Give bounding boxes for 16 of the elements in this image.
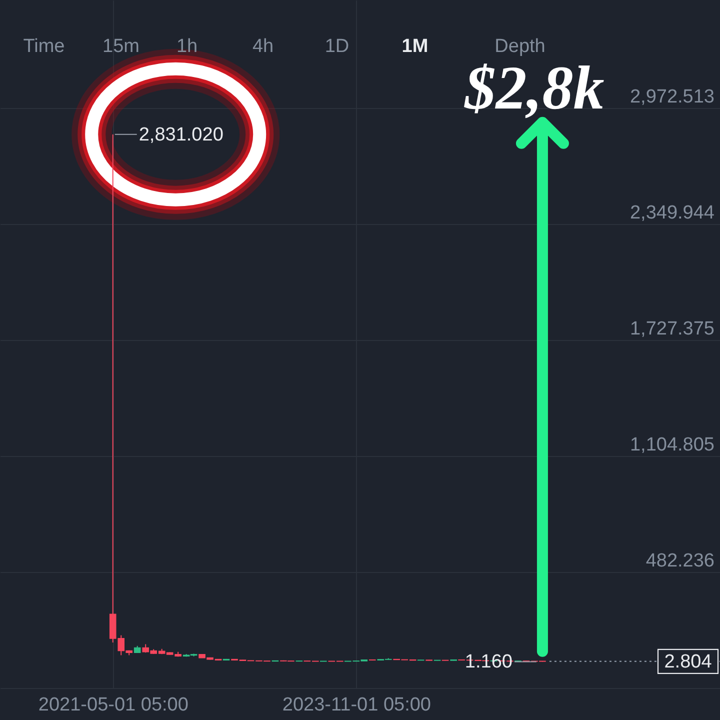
annotation: 1M: [402, 36, 428, 57]
x-tick-label: 2021-05-01 05:00: [38, 694, 188, 716]
y-tick-label: 1,727.375: [630, 318, 714, 340]
y-tick-label: 1,104.805: [630, 434, 714, 456]
x-tick-label: 2023-11-01 05:00: [282, 694, 431, 716]
annotation: Depth: [494, 36, 546, 57]
y-tick-label: 2,349.944: [630, 202, 715, 224]
annotation: 1h: [176, 36, 198, 57]
annotation: 1D: [324, 36, 350, 57]
annotation: 4h: [252, 36, 274, 57]
annotation: 2,831.020: [138, 124, 224, 146]
y-tick-label: 2,972.513: [630, 86, 714, 108]
y-tick-label: 482.236: [646, 550, 714, 572]
ref-line-label: 2.804: [664, 651, 712, 672]
annotation: 15m: [102, 36, 140, 57]
annotation: Time: [23, 36, 65, 57]
